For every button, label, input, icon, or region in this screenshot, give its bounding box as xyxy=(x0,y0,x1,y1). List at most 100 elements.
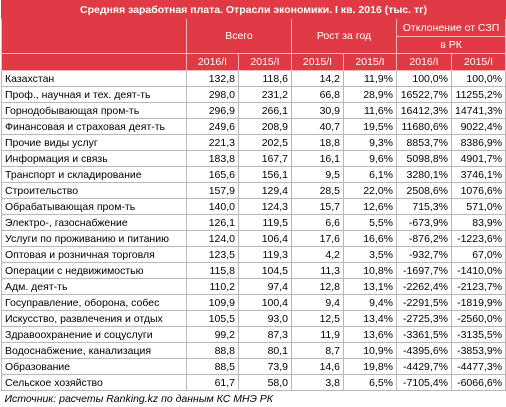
table-row: Сельское хозяйство 61,7 58,0 3,8 6,5% -7105,4… xyxy=(1,374,506,391)
growth-pct-cell: 10,9% xyxy=(343,342,397,359)
group-header-deviation-line2: в РК xyxy=(395,36,506,54)
table-row: Прочие виды услуг 221,3 202,5 18,8 9,3% 8853,… xyxy=(1,134,506,151)
value-2016-cell: 296,9 xyxy=(186,102,239,119)
growth-pct-cell: 13,1% xyxy=(343,278,397,295)
deviation-2016-cell: 16412,3% xyxy=(396,102,452,119)
subheader-cell: 2015/I xyxy=(343,53,397,71)
row-name-cell: Адм. деят-ть xyxy=(1,278,187,295)
growth-pct-cell: 13,4% xyxy=(343,310,397,327)
growth-pct-cell: 6,1% xyxy=(343,166,397,183)
growth-pct-cell: 28,9% xyxy=(343,86,397,103)
growth-abs-cell: 66,8 xyxy=(291,86,344,103)
table-row: Горнодобывающая пром-ть 296,9 266,1 30,9 11,… xyxy=(1,102,506,119)
value-2015-cell: 106,4 xyxy=(238,230,292,247)
header-empty-cell xyxy=(1,18,187,54)
deviation-2015-cell: 4901,7% xyxy=(450,150,506,167)
source-note: Источник: расчеты Ranking.kz по данным К… xyxy=(4,392,273,405)
growth-pct-cell: 11,6% xyxy=(343,102,397,119)
deviation-2015-cell: 9022,4% xyxy=(450,118,506,135)
deviation-2015-cell: 8386,9% xyxy=(450,134,506,151)
growth-pct-cell: 9,4% xyxy=(343,294,397,311)
value-2016-cell: 165,6 xyxy=(186,166,239,183)
group-header-row-2: в РК xyxy=(2,36,506,54)
deviation-2015-cell: -1819,9% xyxy=(450,294,506,311)
subheader-row: 2016/I 2015/I 2015/I 2015/I 2016/I 2015/… xyxy=(1,53,506,71)
deviation-2016-cell: -876,2% xyxy=(396,230,452,247)
value-2015-cell: 73,9 xyxy=(238,358,292,375)
deviation-2016-cell: -2291,5% xyxy=(396,294,452,311)
table-row: Искусство, развлечения и отдых 105,5 93,0 1… xyxy=(1,310,506,327)
growth-abs-cell: 16,1 xyxy=(291,150,344,167)
deviation-2015-cell: -2560,0% xyxy=(450,310,506,327)
row-name-cell: Искусство, развлечения и отдых xyxy=(1,310,187,327)
value-2016-cell: 88,5 xyxy=(186,358,239,375)
growth-pct-cell: 10,8% xyxy=(343,262,397,279)
growth-abs-cell: 9,4 xyxy=(291,294,344,311)
value-2015-cell: 118,6 xyxy=(238,70,292,87)
group-header-deviation-line1: Отклонение от СЗП xyxy=(395,18,506,37)
deviation-2015-cell: 3746,1% xyxy=(450,166,506,183)
deviation-2016-cell: 3280,1% xyxy=(396,166,452,183)
growth-abs-cell: 14,6 xyxy=(291,358,344,375)
group-header-growth: Рост за год xyxy=(291,18,397,54)
growth-pct-cell: 13,6% xyxy=(343,326,397,343)
deviation-2016-cell: 8853,7% xyxy=(396,134,452,151)
growth-abs-cell: 28,5 xyxy=(291,182,344,199)
deviation-2015-cell: 83,9% xyxy=(450,214,506,231)
growth-abs-cell: 40,7 xyxy=(291,118,344,135)
value-2016-cell: 115,8 xyxy=(186,262,239,279)
growth-abs-cell: 11,9 xyxy=(291,326,344,343)
deviation-2016-cell: -1697,7% xyxy=(396,262,452,279)
row-name-cell: Услуги по проживанию и питанию xyxy=(1,230,187,247)
deviation-2016-cell: -4429,7% xyxy=(396,358,452,375)
row-name-cell: Оптовая и розничная торговля xyxy=(1,246,187,263)
growth-abs-cell: 12,5 xyxy=(291,310,344,327)
deviation-2015-cell: -1223,6% xyxy=(450,230,506,247)
value-2015-cell: 104,5 xyxy=(238,262,292,279)
row-name-cell: Здравоохранение и соцуслуги xyxy=(1,326,187,343)
value-2016-cell: 298,0 xyxy=(186,86,239,103)
row-name-cell: Казахстан xyxy=(1,70,187,87)
value-2015-cell: 58,0 xyxy=(238,374,292,391)
growth-pct-cell: 11,9% xyxy=(343,70,397,87)
value-2015-cell: 266,1 xyxy=(238,102,292,119)
table-row: Строительство 157,9 129,4 28,5 22,0% 2508,6% 1… xyxy=(1,182,506,199)
subheader-empty-cell xyxy=(1,53,187,71)
deviation-2016-cell: -4395,6% xyxy=(396,342,452,359)
growth-abs-cell: 14,2 xyxy=(291,70,344,87)
deviation-2016-cell: 715,3% xyxy=(396,198,452,215)
value-2016-cell: 124,0 xyxy=(186,230,239,247)
growth-pct-cell: 5,5% xyxy=(343,214,397,231)
value-2016-cell: 126,1 xyxy=(186,214,239,231)
deviation-2015-cell: 11255,2% xyxy=(450,86,506,103)
value-2015-cell: 119,5 xyxy=(238,214,292,231)
table-row: Транспорт и складирование 165,6 156,1 9,5 6,… xyxy=(1,166,506,183)
table-row: Здравоохранение и соцуслуги 99,2 87,3 11,9 1… xyxy=(1,326,506,343)
deviation-2016-cell: -2725,3% xyxy=(396,310,452,327)
deviation-2016-cell: -3361,5% xyxy=(396,326,452,343)
row-name-cell: Транспорт и складирование xyxy=(1,166,187,183)
deviation-2016-cell: 16522,7% xyxy=(396,86,452,103)
row-name-cell: Обрабатывающая пром-ть xyxy=(1,198,187,215)
title-row: Средняя заработная плата. Отрасли эконом… xyxy=(0,0,506,19)
deviation-2016-cell: 2508,6% xyxy=(396,182,452,199)
source-row: Источник: расчеты Ranking.kz по данным К… xyxy=(2,391,506,407)
row-name-cell: Финансовая и страховая деят-ть xyxy=(1,118,187,135)
growth-pct-cell: 19,8% xyxy=(343,358,397,375)
value-2015-cell: 231,2 xyxy=(238,86,292,103)
group-header-row: Всего Рост за год Отклонение от СЗП xyxy=(1,18,506,54)
growth-pct-cell: 12,6% xyxy=(343,198,397,215)
table-row: Водоснабжение, канализация 88,8 80,1 8,7 10,… xyxy=(1,342,506,359)
deviation-2015-cell: -2123,7% xyxy=(450,278,506,295)
row-name-cell: Госуправление, оборона, собес xyxy=(1,294,187,311)
deviation-2016-cell: -932,7% xyxy=(396,246,452,263)
deviation-2016-cell: -7105,4% xyxy=(396,374,452,391)
deviation-2015-cell: -3853,9% xyxy=(450,342,506,359)
value-2016-cell: 132,8 xyxy=(186,70,239,87)
value-2016-cell: 221,3 xyxy=(186,134,239,151)
deviation-2015-cell: 67,0% xyxy=(450,246,506,263)
growth-abs-cell: 9,5 xyxy=(291,166,344,183)
value-2015-cell: 80,1 xyxy=(238,342,292,359)
value-2016-cell: 140,0 xyxy=(186,198,239,215)
row-name-cell: Горнодобывающая пром-ть xyxy=(1,102,187,119)
